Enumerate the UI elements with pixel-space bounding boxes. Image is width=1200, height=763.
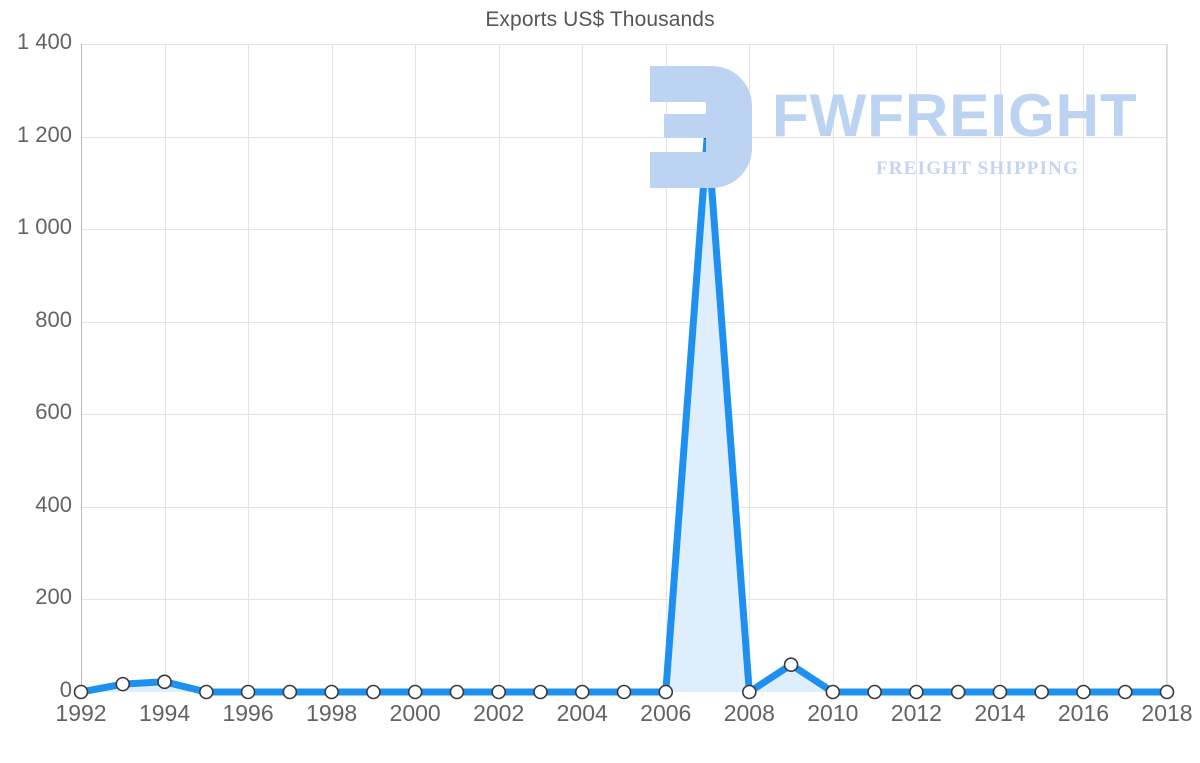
- data-point-marker[interactable]: [199, 684, 214, 700]
- gridline-vertical: [582, 44, 584, 692]
- y-axis-tick-label: 200: [35, 584, 72, 610]
- plot-area: [73, 44, 1175, 700]
- x-axis-tick-label: 2010: [807, 700, 859, 726]
- gridline-horizontal: [81, 136, 1167, 138]
- gridline-horizontal: [81, 414, 1167, 416]
- gridline-vertical: [498, 44, 500, 692]
- data-point-marker[interactable]: [1159, 684, 1175, 700]
- gridline-vertical: [331, 44, 333, 692]
- data-point-marker[interactable]: [1117, 684, 1133, 700]
- gridline-horizontal: [81, 229, 1167, 231]
- x-axis-tick-label: 2000: [389, 700, 441, 726]
- series-area-fill: [81, 131, 1167, 692]
- gridline-vertical: [1083, 44, 1085, 692]
- data-point-marker[interactable]: [574, 684, 590, 700]
- data-point-marker[interactable]: [1034, 684, 1049, 700]
- gridline-vertical: [1167, 44, 1168, 692]
- data-point-marker[interactable]: [658, 684, 674, 700]
- x-axis-tick-label: 2012: [890, 700, 942, 726]
- gridline-vertical: [248, 44, 250, 692]
- data-point-marker[interactable]: [240, 684, 256, 700]
- x-axis-tick-label: 2006: [640, 700, 692, 726]
- y-axis-tick-label: 1 400: [16, 29, 72, 54]
- y-axis-tick-label: 1 000: [16, 214, 72, 240]
- y-axis-line: [81, 44, 82, 692]
- gridline-horizontal: [81, 321, 1167, 323]
- x-axis-tick-label: 1996: [222, 700, 274, 726]
- data-point-marker[interactable]: [616, 684, 632, 700]
- data-point-marker[interactable]: [867, 684, 882, 700]
- x-axis-tick-label: 2016: [1057, 700, 1110, 726]
- x-axis-tick-label: 2002: [473, 700, 525, 726]
- data-point-marker[interactable]: [282, 684, 298, 700]
- x-axis-labels: 1992 1994 1996 1998 2000 2002 2004 2006 2008 2010…: [0, 700, 1200, 740]
- series-exports-us-thousands: [73, 124, 1175, 700]
- y-axis-tick-label: 400: [35, 491, 72, 517]
- x-axis-tick-label: 2004: [556, 700, 608, 726]
- data-point-marker[interactable]: [366, 684, 381, 700]
- gridline-horizontal: [81, 599, 1167, 601]
- data-point-marker[interactable]: [73, 684, 89, 700]
- y-axis-tick-label: 1 200: [16, 121, 72, 147]
- data-point-marker[interactable]: [1076, 684, 1091, 700]
- data-point-marker[interactable]: [324, 684, 339, 700]
- y-axis-tick-label: 0: [59, 677, 72, 702]
- x-axis-tick-label: 2008: [723, 700, 775, 726]
- data-point-marker[interactable]: [950, 684, 966, 700]
- y-axis-labels: 1 400 1 200 1 000 800 600 400 200 0: [0, 0, 76, 763]
- chart-title: Exports US$ Thousands: [485, 8, 715, 31]
- series-line: [80, 131, 1167, 699]
- data-point-marker[interactable]: [491, 684, 506, 700]
- x-axis-tick-label: 1994: [138, 700, 191, 726]
- data-point-marker[interactable]: [407, 684, 423, 700]
- gridline-vertical: [916, 44, 918, 692]
- data-point-marker[interactable]: [533, 684, 548, 700]
- data-point-marker[interactable]: [783, 657, 799, 672]
- gridline-horizontal: [81, 506, 1167, 508]
- gridline-vertical: [415, 44, 417, 692]
- x-axis-tick-label: 2018: [1141, 700, 1193, 726]
- gridline-vertical: [749, 44, 751, 692]
- x-axis-tick-label: 1998: [306, 700, 358, 726]
- data-point-marker[interactable]: [742, 684, 757, 700]
- gridline-vertical: [665, 44, 667, 692]
- plot-right-border: [1166, 44, 1167, 692]
- y-axis-tick-label: 600: [35, 399, 72, 425]
- gridline-vertical: [832, 44, 834, 692]
- gridline-horizontal: [81, 44, 1167, 45]
- gridline-vertical: [999, 44, 1001, 692]
- data-point-marker[interactable]: [700, 124, 715, 140]
- data-point-marker[interactable]: [157, 674, 172, 690]
- data-point-marker[interactable]: [825, 684, 841, 700]
- data-point-marker[interactable]: [992, 684, 1008, 700]
- x-axis-tick-label: 1992: [55, 700, 107, 726]
- gridline-vertical: [164, 44, 166, 692]
- data-point-marker[interactable]: [909, 684, 924, 700]
- y-axis-tick-label: 800: [35, 306, 72, 332]
- data-point-marker[interactable]: [115, 676, 131, 692]
- data-point-marker[interactable]: [449, 684, 465, 700]
- x-axis-tick-label: 2014: [974, 700, 1026, 726]
